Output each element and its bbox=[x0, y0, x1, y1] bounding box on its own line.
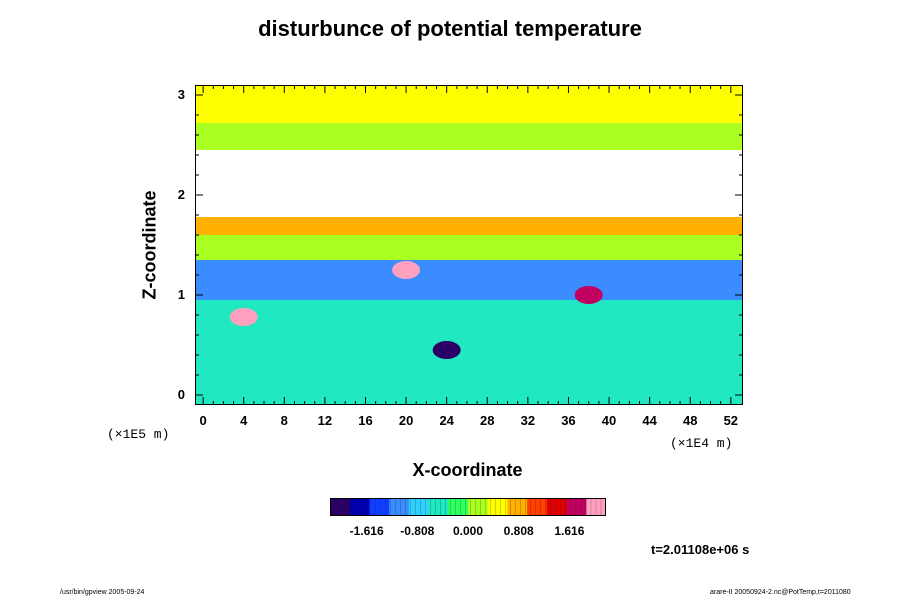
z-tick-label: 1 bbox=[177, 287, 185, 302]
plot-frame bbox=[195, 85, 743, 405]
x-tick-label: 12 bbox=[317, 413, 333, 428]
x-tick-label: 40 bbox=[601, 413, 617, 428]
z-tick-label: 2 bbox=[177, 187, 185, 202]
footer-right-note: arare-II 20050924-2.nc@PotTemp,t=2011080 bbox=[710, 589, 851, 596]
field-band-6 bbox=[195, 300, 743, 405]
field-band-2 bbox=[195, 150, 743, 217]
colorbar-segment-10 bbox=[527, 498, 548, 516]
colorbar-segment-2 bbox=[369, 498, 390, 516]
x-tick-label: 0 bbox=[199, 413, 207, 428]
field-feature-0 bbox=[229, 308, 258, 326]
x-tick-label: 8 bbox=[280, 413, 288, 428]
x-tick-label: 28 bbox=[480, 413, 495, 428]
x-tick-label: 48 bbox=[682, 413, 698, 428]
z-tick-label: 3 bbox=[177, 87, 185, 102]
field-band-3 bbox=[195, 217, 743, 235]
plot-area bbox=[195, 85, 743, 405]
z-axis-scale: (×1E5 m) bbox=[107, 427, 170, 442]
colorbar-segment-1 bbox=[349, 498, 370, 516]
colorbar-segment-5 bbox=[428, 498, 449, 516]
colorbar-tick-label: -1.616 bbox=[349, 524, 384, 538]
time-annotation: t=2.01108e+06 s bbox=[651, 542, 750, 557]
z-tick-label: 0 bbox=[177, 387, 185, 402]
colorbar-tick-label: 0.000 bbox=[452, 524, 484, 538]
x-tick-label: 20 bbox=[398, 413, 414, 428]
z-axis-label: Z-coordinate bbox=[139, 190, 160, 300]
chart-title: disturbunce of potential temperature bbox=[258, 16, 642, 41]
field-band-4 bbox=[195, 235, 743, 260]
colorbar-segment-7 bbox=[468, 498, 489, 516]
field-feature-2 bbox=[432, 341, 461, 359]
colorbar-segment-8 bbox=[487, 498, 508, 516]
x-tick-label: 52 bbox=[723, 413, 739, 428]
colorbar-tick-label: -0.808 bbox=[400, 524, 435, 538]
field-feature-1 bbox=[392, 261, 421, 279]
colorbar-segment-12 bbox=[566, 498, 587, 516]
colorbar-segment-0 bbox=[330, 498, 351, 516]
colorbar-segment-11 bbox=[546, 498, 568, 516]
colorbar-tick-label: 1.616 bbox=[554, 524, 585, 538]
field-band-1 bbox=[195, 123, 743, 150]
x-tick-label: 16 bbox=[358, 413, 373, 428]
x-tick-label: 44 bbox=[642, 413, 657, 428]
x-tick-label: 4 bbox=[240, 413, 248, 428]
colorbar bbox=[330, 498, 606, 516]
colorbar-segment-4 bbox=[408, 498, 430, 516]
x-axis-scale: (×1E4 m) bbox=[670, 436, 733, 451]
field-band-0 bbox=[195, 85, 743, 123]
colorbar-segment-3 bbox=[389, 498, 410, 516]
colorbar-segment-9 bbox=[507, 498, 528, 516]
x-tick-label: 32 bbox=[520, 413, 536, 428]
x-tick-label: 24 bbox=[439, 413, 454, 428]
field-band-5 bbox=[195, 260, 743, 300]
x-axis-label: X-coordinate bbox=[412, 460, 523, 480]
colorbar-frame bbox=[330, 498, 606, 516]
footer-left-note: /usr/bin/gpview 2005-09-24 bbox=[60, 589, 145, 596]
colorbar-segment-13 bbox=[586, 498, 606, 516]
x-tick-label: 36 bbox=[561, 413, 576, 428]
colorbar-segment-6 bbox=[448, 498, 469, 516]
colorbar-tick-label: 0.808 bbox=[503, 524, 534, 538]
field-feature-3 bbox=[574, 286, 603, 304]
